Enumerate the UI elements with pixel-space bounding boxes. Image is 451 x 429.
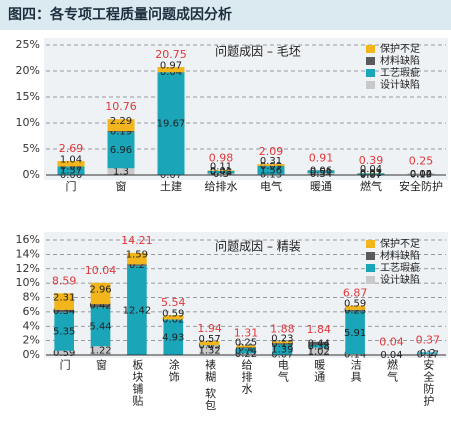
x-tick-label: 门 (66, 179, 77, 193)
total-label: 6.87 (343, 287, 368, 300)
y-tick-label: 25% (16, 38, 40, 51)
segment-label: 1.59 (126, 250, 148, 261)
total-label: 10.04 (85, 264, 117, 277)
segment-label: 4.93 (162, 332, 184, 343)
y-tick-label: 15% (16, 90, 40, 103)
x-tick-label: 洁具 (349, 359, 362, 383)
total-label: 0.91 (309, 151, 334, 164)
total-label: 0.39 (359, 154, 384, 167)
legend-label: 保护不足 (380, 42, 420, 55)
total-label: 5.54 (161, 296, 186, 309)
chart-subtitle: 问题成因 – 毛坯 (215, 45, 301, 59)
y-tick-label: 0% (23, 348, 40, 361)
segment-label: 0.57 (199, 334, 221, 345)
y-tick-label: 14% (16, 247, 40, 260)
segment-label: 6.96 (110, 145, 132, 156)
segment-label: 5.44 (89, 322, 111, 333)
y-tick-label: 12% (16, 262, 40, 275)
total-label: 14.21 (121, 234, 153, 247)
y-tick-label: 8% (23, 291, 40, 304)
x-tick-label: 窗 (95, 358, 108, 371)
y-tick-label: 5% (23, 142, 40, 155)
y-tick-label: 10% (16, 116, 40, 129)
segment-label: 0.97 (160, 61, 182, 72)
total-label: 0.04 (379, 336, 404, 349)
total-label: 2.69 (59, 142, 84, 155)
y-tick-label: 20% (16, 64, 40, 77)
total-label: 1.31 (234, 327, 259, 340)
segment-label: 19.67 (157, 118, 186, 129)
y-tick-label: 4% (23, 319, 40, 332)
total-label: 2.09 (259, 145, 284, 158)
y-tick-label: 6% (23, 305, 40, 318)
total-label: 0.98 (209, 151, 234, 164)
legend-label: 工艺瑕疵 (380, 261, 420, 274)
x-tick-label: 燃气 (360, 179, 382, 193)
segment-label: 1.3 (113, 167, 129, 178)
segment-label: 2.31 (53, 293, 75, 304)
legend-label: 材料缺陷 (380, 249, 420, 262)
total-label: 1.84 (306, 323, 331, 336)
segment-label: 2.29 (110, 116, 132, 127)
x-tick-label: 燃气 (385, 358, 398, 383)
x-tick-label: 给排水 (205, 179, 238, 193)
y-tick-label: 2% (23, 334, 40, 347)
total-label: 20.75 (155, 48, 187, 61)
legend-label: 材料缺陷 (380, 54, 420, 67)
segment-label: 2.96 (89, 284, 111, 295)
x-tick-label: 板块铺贴 (131, 358, 144, 407)
x-tick-label: 土建 (160, 179, 182, 193)
x-tick-label: 暖通 (310, 180, 332, 193)
x-tick-label: 安全防护 (399, 179, 443, 193)
x-tick-label: 门 (58, 358, 71, 371)
legend-swatch (366, 264, 375, 272)
x-tick-label: 暖通 (313, 359, 326, 383)
x-tick-label: 给排水 (240, 359, 253, 395)
x-tick-label: 电气 (260, 179, 282, 193)
page-title: 图四：各专项工程质量问题成因分析 (8, 6, 232, 23)
legend-label: 工艺瑕疵 (380, 66, 420, 79)
x-tick-label: 电气 (276, 359, 289, 383)
legend-label: 设计缺陷 (380, 273, 420, 286)
legend-swatch (366, 81, 375, 89)
segment-label: 0.59 (162, 308, 184, 319)
segment-label: 0.44 (308, 338, 330, 349)
segment-label: 0.59 (344, 299, 366, 310)
chart-subtitle: 问题成因 – 精装 (215, 240, 301, 254)
legend-swatch (366, 57, 375, 65)
segment-label: 12.42 (123, 305, 152, 316)
segment-label: 1.04 (60, 155, 82, 166)
y-tick-label: 0% (23, 168, 40, 181)
segment-label: 5.91 (344, 328, 366, 339)
legend-swatch (366, 45, 375, 53)
segment-label: 0.04 (410, 169, 432, 180)
segment-label: 0.2 (420, 348, 436, 359)
total-label: 1.94 (197, 322, 222, 335)
total-label: 8.59 (52, 274, 77, 287)
legend-swatch (366, 69, 375, 77)
total-label: 1.88 (270, 322, 295, 335)
segment-label: 5.35 (53, 327, 75, 338)
legend-swatch (366, 276, 375, 284)
total-label: 0.37 (416, 333, 441, 346)
y-tick-label: 16% (16, 233, 40, 246)
x-tick-label: 窗 (116, 179, 127, 193)
legend-swatch (366, 240, 375, 248)
x-tick-label: 裱糊 软包 (204, 359, 217, 412)
legend-swatch (366, 252, 375, 260)
x-tick-label: 安全防护 (422, 358, 435, 407)
total-label: 10.76 (105, 100, 137, 113)
legend-label: 保护不足 (380, 237, 420, 250)
x-tick-label: 涂饰 (167, 358, 180, 383)
total-label: 0.25 (409, 155, 434, 168)
legend-label: 设计缺陷 (380, 78, 420, 91)
y-tick-label: 10% (16, 276, 40, 289)
